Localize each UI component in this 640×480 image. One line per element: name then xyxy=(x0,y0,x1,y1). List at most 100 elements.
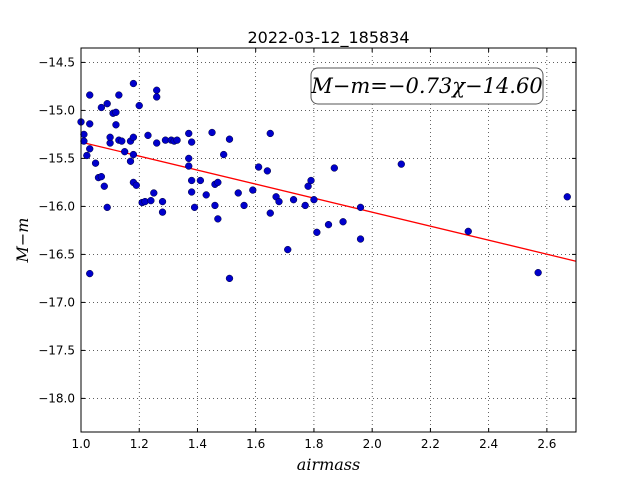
data-point xyxy=(534,268,542,277)
data-point xyxy=(249,186,257,194)
data-point xyxy=(158,208,167,216)
annotation-text: M−m=−0.73χ−14.60 xyxy=(310,74,542,98)
y-tick-label: −15.0 xyxy=(38,103,75,117)
data-point xyxy=(330,164,338,172)
x-tick-label: 1.0 xyxy=(71,437,90,451)
data-point xyxy=(202,191,210,199)
y-tick-label: −14.5 xyxy=(38,55,75,69)
data-point xyxy=(208,128,216,137)
data-point xyxy=(225,274,234,283)
data-point xyxy=(214,178,222,187)
data-point xyxy=(313,228,321,236)
plot-frame xyxy=(80,47,577,433)
data-point xyxy=(80,137,88,145)
data-points xyxy=(77,79,571,283)
x-tick-label: 2.2 xyxy=(421,437,440,451)
plot-area xyxy=(81,48,576,432)
data-point xyxy=(211,201,219,210)
data-point xyxy=(563,193,571,201)
data-point xyxy=(324,220,333,229)
chart-title: 2022-03-12_185834 xyxy=(247,28,409,48)
x-tick-label: 1.4 xyxy=(188,437,207,451)
y-tick-label: −17.5 xyxy=(38,343,75,357)
data-point xyxy=(464,227,472,236)
data-point xyxy=(80,130,88,139)
data-point xyxy=(86,91,94,99)
grid-lines xyxy=(80,48,576,432)
x-tick-label: 2.0 xyxy=(363,437,382,451)
data-point xyxy=(173,136,181,144)
data-point xyxy=(97,172,106,181)
data-point xyxy=(266,209,274,217)
data-point xyxy=(284,245,292,254)
data-point xyxy=(196,176,205,185)
data-point xyxy=(185,162,193,170)
data-point xyxy=(112,108,120,116)
data-point xyxy=(103,203,111,212)
data-point xyxy=(150,189,158,197)
data-point xyxy=(115,91,123,99)
data-point xyxy=(153,93,161,101)
data-point xyxy=(153,139,161,147)
data-point xyxy=(158,197,167,206)
data-point xyxy=(126,157,135,165)
data-point xyxy=(289,196,298,204)
data-point xyxy=(86,120,94,128)
data-point xyxy=(103,100,111,108)
data-point xyxy=(129,150,138,159)
data-point xyxy=(129,79,138,88)
fit-annotation: M−m=−0.73χ−14.60 xyxy=(310,67,544,105)
data-point xyxy=(91,159,100,167)
data-point xyxy=(147,196,155,205)
data-point xyxy=(339,218,347,226)
data-point xyxy=(153,86,161,94)
annotation-box xyxy=(310,67,544,105)
data-point xyxy=(83,151,91,160)
data-point xyxy=(310,196,318,204)
data-point xyxy=(144,131,152,140)
data-point xyxy=(234,189,242,197)
data-point xyxy=(185,154,193,163)
fit-line xyxy=(80,141,577,262)
data-point xyxy=(225,135,234,143)
y-tick-label: −17.0 xyxy=(38,295,75,309)
data-point xyxy=(112,121,120,129)
data-point xyxy=(266,129,274,138)
data-point xyxy=(220,150,228,159)
data-point xyxy=(263,167,272,175)
y-tick-label: −16.5 xyxy=(38,247,75,261)
data-point xyxy=(304,182,312,190)
data-point xyxy=(301,201,309,210)
x-tick-label: 1.6 xyxy=(246,437,265,451)
data-point xyxy=(356,203,365,212)
x-tick-label: 2.6 xyxy=(537,437,556,451)
data-point xyxy=(307,176,315,185)
data-point xyxy=(106,133,114,141)
data-point xyxy=(356,235,365,243)
axis-ticks: 1.0 1.2 1.4 1.6 1.8 2.0 2.2 2.4 2.6 −14.5 −15.0 −15… xyxy=(38,48,576,451)
data-point xyxy=(129,133,138,141)
data-point xyxy=(121,148,129,156)
data-point xyxy=(187,138,196,146)
data-point xyxy=(118,137,126,145)
y-tick-label: −18.0 xyxy=(38,391,75,405)
data-point xyxy=(214,215,222,223)
data-point xyxy=(135,101,143,110)
data-point xyxy=(187,176,196,185)
data-point xyxy=(132,181,140,189)
data-point xyxy=(100,182,108,190)
y-tick-label: −15.5 xyxy=(38,151,75,165)
data-point xyxy=(86,145,94,153)
x-axis-label: airmass xyxy=(297,455,360,474)
data-point xyxy=(275,197,283,206)
data-point xyxy=(254,163,263,171)
x-tick-label: 1.2 xyxy=(130,437,149,451)
fit-line-group xyxy=(80,141,577,262)
data-point xyxy=(397,160,405,168)
data-point xyxy=(185,129,193,138)
x-tick-label: 2.4 xyxy=(479,437,498,451)
y-tick-label: −16.0 xyxy=(38,199,75,213)
data-point xyxy=(97,103,106,112)
data-point xyxy=(190,203,199,212)
